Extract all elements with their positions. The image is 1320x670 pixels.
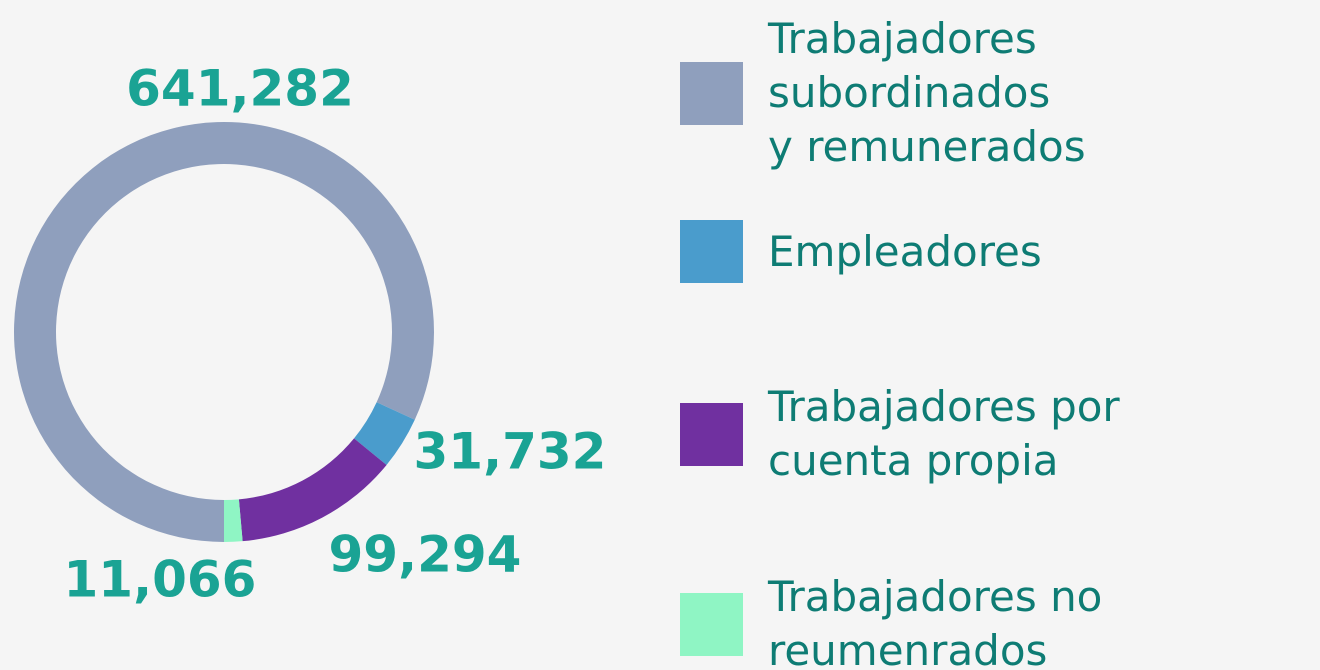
legend-item: Trabajadores subordinados y remunerados [680,12,1320,174]
legend-swatch [680,61,743,125]
legend-swatch [680,592,743,656]
legend-item: Trabajadores no reumenrados [680,570,1102,670]
legend-item: Empleadores [680,220,1042,283]
value-label: 31,732 [414,423,607,481]
legend-swatch [680,220,743,283]
value-label: 641,282 [126,60,354,118]
legend-label: Trabajadores por cuenta propia [768,382,1120,485]
donut-segment [354,402,415,465]
legend-item: Trabajadores por cuenta propia [680,380,1120,488]
donut-segment [224,499,243,542]
value-label: 99,294 [329,526,522,584]
legend-label: Trabajadores no reumenrados [768,572,1103,670]
legend-swatch [680,402,743,466]
donut-segment [238,438,387,542]
legend-label: Trabajadores subordinados y remunerados [768,14,1086,171]
value-label: 11,066 [64,551,257,609]
legend-label: Empleadores [768,226,1042,276]
